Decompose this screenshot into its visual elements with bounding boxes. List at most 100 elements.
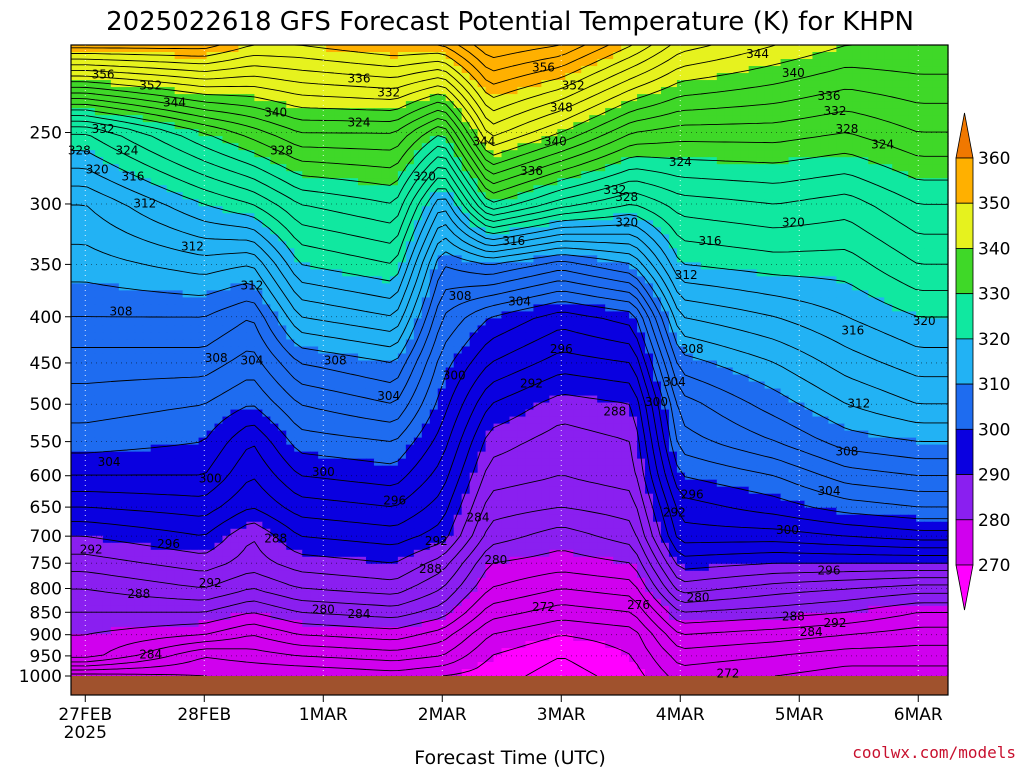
theta-cell xyxy=(461,157,471,165)
theta-cell xyxy=(110,346,120,355)
theta-cell xyxy=(724,304,734,313)
theta-cell xyxy=(708,129,718,137)
theta-cell xyxy=(836,353,845,362)
theta-cell xyxy=(700,276,710,284)
theta-cell xyxy=(254,234,263,242)
theta-cell xyxy=(278,73,287,81)
theta-cell xyxy=(373,213,383,221)
theta-cell xyxy=(158,150,168,158)
theta-cell xyxy=(102,150,112,158)
theta-cell xyxy=(764,150,774,158)
theta-cell xyxy=(230,311,240,320)
theta-cell xyxy=(365,164,375,172)
theta-cell xyxy=(541,234,550,242)
theta-cell xyxy=(150,318,160,327)
theta-cell xyxy=(509,206,519,214)
theta-cell xyxy=(645,178,654,186)
theta-cell xyxy=(381,164,391,172)
theta-cell xyxy=(740,87,750,95)
theta-cell xyxy=(485,227,495,235)
theta-cell xyxy=(700,297,710,306)
theta-cell xyxy=(924,150,933,158)
theta-cell xyxy=(908,59,917,67)
theta-cell xyxy=(126,227,136,235)
theta-cell xyxy=(429,262,439,270)
theta-cell xyxy=(645,52,654,60)
theta-cell xyxy=(629,318,638,327)
theta-cell xyxy=(748,108,758,116)
theta-cell xyxy=(684,101,694,109)
theta-cell xyxy=(660,94,670,102)
theta-cell xyxy=(557,318,566,327)
theta-cell xyxy=(278,220,287,228)
theta-cell xyxy=(365,157,375,165)
theta-cell xyxy=(517,52,527,60)
theta-cell xyxy=(796,304,806,313)
theta-cell xyxy=(852,66,861,74)
theta-cell xyxy=(118,66,128,74)
theta-cell xyxy=(525,248,535,256)
theta-cell xyxy=(692,290,702,298)
theta-cell xyxy=(71,220,80,228)
theta-cell xyxy=(310,108,319,116)
theta-cell xyxy=(629,143,638,151)
theta-cell xyxy=(836,143,845,151)
theta-cell xyxy=(828,185,837,193)
theta-cell xyxy=(812,353,822,362)
theta-cell xyxy=(198,353,208,362)
theta-cell xyxy=(788,276,798,284)
theta-cell xyxy=(605,115,614,123)
theta-cell xyxy=(405,213,415,221)
theta-cell xyxy=(71,339,80,348)
theta-cell xyxy=(405,192,415,200)
theta-cell xyxy=(421,255,431,263)
theta-cell xyxy=(453,262,463,270)
theta-cell xyxy=(150,87,160,95)
theta-cell xyxy=(541,192,550,200)
theta-cell xyxy=(334,192,343,200)
theta-cell xyxy=(254,143,263,151)
theta-cell xyxy=(71,87,80,95)
theta-cell xyxy=(621,304,630,313)
theta-cell xyxy=(852,255,861,263)
theta-cell xyxy=(469,80,479,88)
theta-cell xyxy=(908,192,917,200)
theta-cell xyxy=(302,164,311,172)
theta-cell xyxy=(286,346,295,355)
theta-cell xyxy=(629,122,638,130)
theta-cell xyxy=(621,199,630,207)
theta-cell xyxy=(358,136,367,144)
theta-cell xyxy=(764,80,774,88)
theta-cell xyxy=(597,325,606,334)
theta-cell xyxy=(788,164,798,172)
theta-cell xyxy=(772,52,782,60)
theta-cell xyxy=(118,234,128,242)
theta-cell xyxy=(310,45,319,53)
theta-cell xyxy=(78,360,88,369)
theta-cell xyxy=(429,164,439,172)
theta-cell xyxy=(198,150,208,158)
theta-cell xyxy=(668,290,678,298)
theta-cell xyxy=(732,45,742,53)
theta-cell xyxy=(676,311,686,320)
theta-cell xyxy=(860,122,869,130)
theta-cell xyxy=(637,52,646,60)
theta-cell xyxy=(190,346,200,355)
theta-cell xyxy=(772,220,782,228)
theta-cell xyxy=(318,325,327,334)
theta-cell xyxy=(637,115,646,123)
theta-cell xyxy=(708,108,718,116)
theta-cell xyxy=(700,311,710,320)
theta-cell xyxy=(908,311,917,320)
theta-cell xyxy=(182,122,192,130)
theta-cell xyxy=(142,241,152,249)
theta-cell xyxy=(365,360,375,369)
theta-cell xyxy=(828,269,837,277)
theta-cell xyxy=(278,332,287,341)
theta-cell xyxy=(780,346,790,355)
theta-cell xyxy=(852,290,861,298)
theta-cell xyxy=(142,227,152,235)
theta-cell xyxy=(262,143,271,151)
theta-cell xyxy=(350,122,359,130)
theta-cell xyxy=(645,164,654,172)
